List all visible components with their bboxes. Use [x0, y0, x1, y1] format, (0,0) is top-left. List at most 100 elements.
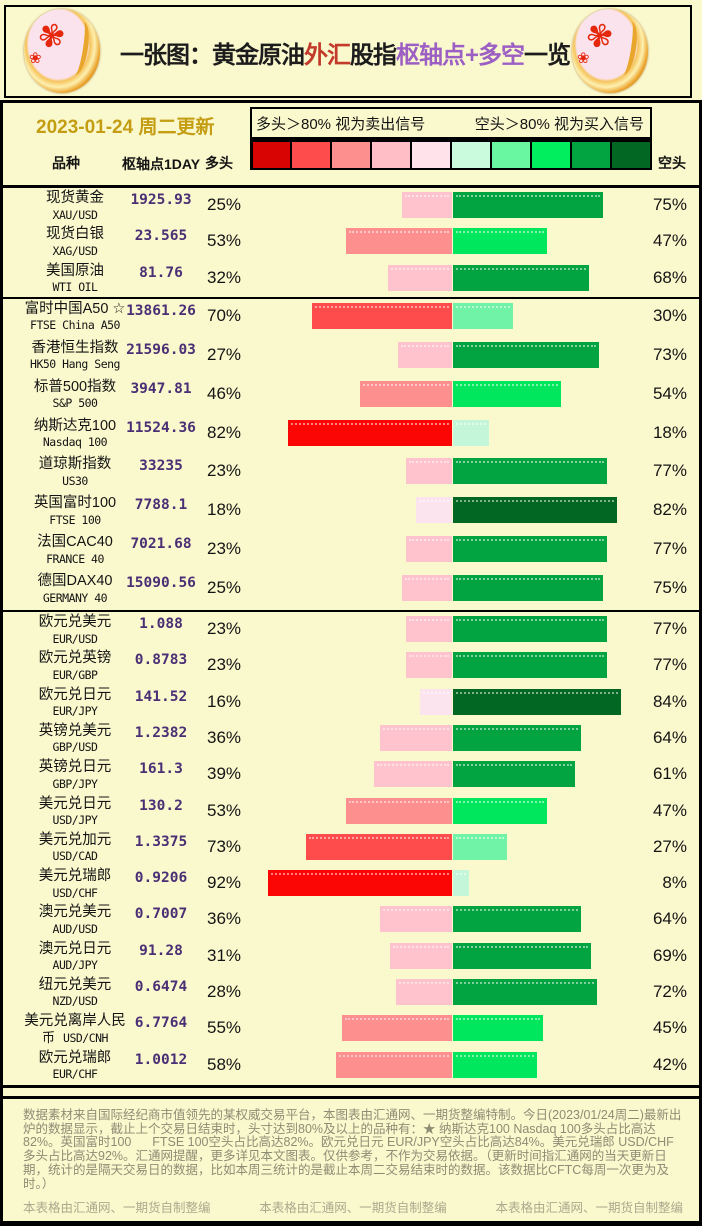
instrument-name-zh: 美元兑加元	[38, 831, 112, 848]
long-bar	[373, 761, 452, 788]
short-bar	[452, 688, 621, 715]
long-bar	[311, 302, 452, 329]
instrument-code: XAU/USD	[52, 207, 98, 222]
table-row: 法国CAC40 FRANCE 40 7021.68 23% 77%	[3, 532, 699, 571]
long-bar	[405, 652, 452, 679]
table-row: 欧元兑日元 EUR/JPY 141.52 16% 84%	[3, 685, 699, 721]
short-percent: 64%	[652, 909, 687, 929]
instrument-code: US30	[62, 473, 88, 488]
watermark: 本表格由汇通网、一期货自制整编	[259, 1201, 447, 1216]
instrument-code: EUR/CHF	[52, 1067, 98, 1082]
instrument-name-zh: 道琼斯指数	[38, 456, 112, 473]
short-bar	[452, 870, 469, 897]
column-header-short: 空头	[658, 155, 686, 171]
instrument-name: 英镑兑美元 GBP/USD	[7, 723, 143, 756]
scale-cell	[452, 141, 490, 168]
short-bar	[452, 497, 617, 524]
long-bar	[405, 458, 452, 485]
instrument-name: 标普500指数 S&P 500	[7, 379, 143, 412]
short-bar	[452, 797, 547, 824]
short-percent: 27%	[652, 836, 687, 856]
long-percent: 36%	[207, 727, 242, 747]
long-percent: 23%	[207, 619, 242, 639]
table-row: 英镑兑美元 GBP/USD 1.2382 36% 64%	[3, 721, 699, 757]
table-row: 德国DAX40 GERMANY 40 15090.56 25% 75%	[3, 571, 699, 610]
footer-note: 数据素材来自国际经纪商市值领先的某权威交易平台，本图表由汇通网、一期货整编特制。…	[23, 1108, 682, 1191]
short-percent: 72%	[652, 981, 687, 1001]
long-percent: 18%	[207, 500, 242, 520]
short-bar	[452, 652, 607, 679]
instrument-name: 美元兑日元 USD/JPY	[7, 796, 143, 829]
scale-cell	[332, 141, 371, 168]
pivot-value: 1.0012	[134, 1051, 188, 1068]
pivot-value: 1.3375	[134, 833, 188, 850]
short-percent: 77%	[652, 539, 687, 559]
short-percent: 64%	[652, 727, 687, 747]
long-bar	[287, 419, 452, 446]
instrument-name: 美元兑瑞郎 USD/CHF	[7, 868, 143, 901]
long-percent: 58%	[207, 1054, 242, 1074]
long-bar	[387, 264, 452, 291]
page-title: 一张图：黄金原油外汇股指枢轴点+多空一览	[104, 35, 586, 70]
short-percent: 84%	[652, 691, 687, 711]
instrument-code: GERMANY 40	[42, 590, 108, 605]
instrument-code: USD/JPY	[52, 813, 98, 827]
table-row: 现货白银 XAG/USD 23.565 53% 47%	[3, 224, 699, 260]
long-percent: 23%	[207, 539, 242, 559]
instrument-name: 澳元兑日元 AUD/JPY	[7, 941, 143, 974]
long-bar	[405, 536, 452, 563]
short-bar	[452, 192, 603, 218]
instrument-name-zh: 美元兑日元	[38, 795, 112, 812]
column-header-pivot: 枢轴点1DAY	[122, 156, 201, 172]
title-part: 枢轴点+多空	[395, 42, 525, 69]
pivot-value: 130.2	[139, 797, 183, 814]
column-header-variety: 品种	[52, 155, 80, 171]
instrument-name-zh: 欧元兑英镑	[38, 650, 112, 667]
short-percent: 77%	[652, 619, 687, 639]
instrument-name: 美国原油 WTI OIL	[7, 263, 143, 296]
instrument-code: AUD/USD	[52, 921, 98, 936]
long-bar	[395, 978, 452, 1005]
legend-short-note: 空头＞80% 视为买入信号	[474, 115, 644, 133]
scale-cell	[292, 141, 331, 168]
long-percent: 28%	[207, 981, 242, 1001]
instrument-name: 法国CAC40 FRANCE 40	[7, 534, 143, 567]
long-percent: 92%	[207, 873, 242, 893]
instrument-name: 美元兑离岸人民币 USD/CNH	[7, 1013, 143, 1046]
long-percent: 53%	[207, 800, 242, 820]
instrument-code: NZD/USD	[52, 994, 98, 1009]
long-bar	[405, 616, 452, 643]
instrument-name-zh: 德国DAX40	[37, 573, 113, 590]
table-row: 美国原油 WTI OIL 81.76 32% 68%	[3, 261, 699, 297]
instrument-code: S&P 500	[52, 396, 98, 411]
short-percent: 69%	[652, 945, 687, 965]
short-percent: 77%	[652, 655, 687, 675]
pivot-value: 141.52	[134, 688, 188, 705]
instrument-name-zh: 香港恒生指数	[31, 339, 119, 356]
short-bar	[452, 724, 581, 751]
short-percent: 47%	[652, 800, 687, 820]
pivot-value: 91.28	[139, 942, 183, 959]
table-row: 英国富时100 FTSE 100 7788.1 18% 82%	[3, 493, 699, 532]
short-percent: 75%	[652, 195, 687, 214]
short-bar	[452, 1015, 543, 1042]
long-bar	[379, 906, 452, 933]
short-bar	[452, 942, 591, 969]
table-row: 道琼斯指数 US30 33235 23% 77%	[3, 454, 699, 493]
short-bar	[452, 761, 575, 788]
bud-icon: ❀	[29, 50, 42, 67]
table-row: 欧元兑瑞郎 EUR/CHF 1.0012 58% 42%	[3, 1048, 699, 1084]
pivot-value: 11524.36	[126, 419, 196, 436]
instrument-code: EUR/GBP	[52, 667, 98, 682]
instrument-name-zh: 美国原油	[46, 262, 104, 279]
instrument-name: 现货白银 XAG/USD	[7, 226, 143, 259]
scale-cell	[372, 141, 411, 168]
plum-blossom-coin-icon: ✾ ❀	[572, 9, 648, 93]
instrument-code: USD/CAD	[52, 849, 98, 864]
instrument-name: 欧元兑瑞郎 EUR/CHF	[7, 1050, 143, 1083]
table-row: 标普500指数 S&P 500 3947.81 46% 54%	[3, 377, 699, 416]
instrument-code: FRANCE 40	[46, 551, 104, 566]
short-percent: 47%	[652, 231, 687, 251]
pivot-value: 7788.1	[134, 497, 188, 514]
short-percent: 68%	[652, 267, 687, 287]
